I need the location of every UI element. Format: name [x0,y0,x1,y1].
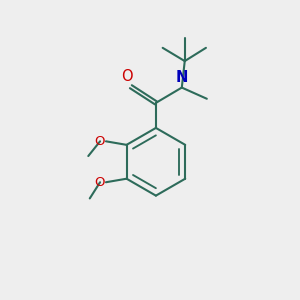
Text: N: N [176,70,188,85]
Text: O: O [121,69,133,84]
Text: O: O [94,135,104,148]
Text: O: O [94,176,104,189]
